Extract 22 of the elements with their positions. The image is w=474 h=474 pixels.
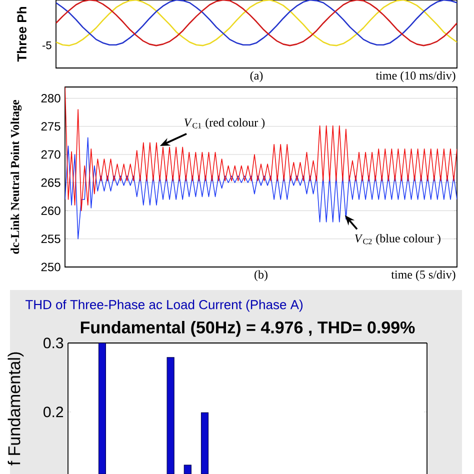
- annotation: V$_{C2}$ (blue colour ): [354, 234, 440, 245]
- text: (a): [250, 71, 263, 82]
- line-series: [65, 86, 458, 212]
- y-tick-label: 280: [41, 94, 60, 102]
- y-tick-label: 255: [41, 234, 60, 244]
- text: (b): [254, 270, 268, 282]
- chart-subtitle: Fundamental (50Hz) = 4.976 , THD= 0.99%: [80, 320, 415, 337]
- y-tick-label: 260: [41, 206, 60, 215]
- x-axis-title: time (10 ms/div): [376, 71, 456, 82]
- y-axis-title: dc-Link Neutral Point Voltage: [10, 100, 22, 254]
- y-tick-label: 275: [41, 122, 60, 131]
- y-axis-title: f Fundamental): [8, 352, 24, 466]
- annotation: V$_{C1}$ (red colour ): [184, 118, 265, 129]
- y-tick-label: 270: [41, 150, 60, 159]
- text: -5: [42, 42, 52, 50]
- y-axis-title: Three Ph: [16, 7, 26, 62]
- y-tick-label: 265: [41, 178, 60, 187]
- y-tick-label: 0.3: [44, 338, 64, 348]
- y-tick-label: 250: [41, 262, 60, 272]
- chart-title: THD of Three-Phase ac Load Current (Phase A): [25, 300, 303, 312]
- x-axis-title: time (5 s/div): [391, 270, 456, 282]
- y-tick-label: 0.2: [44, 406, 64, 418]
